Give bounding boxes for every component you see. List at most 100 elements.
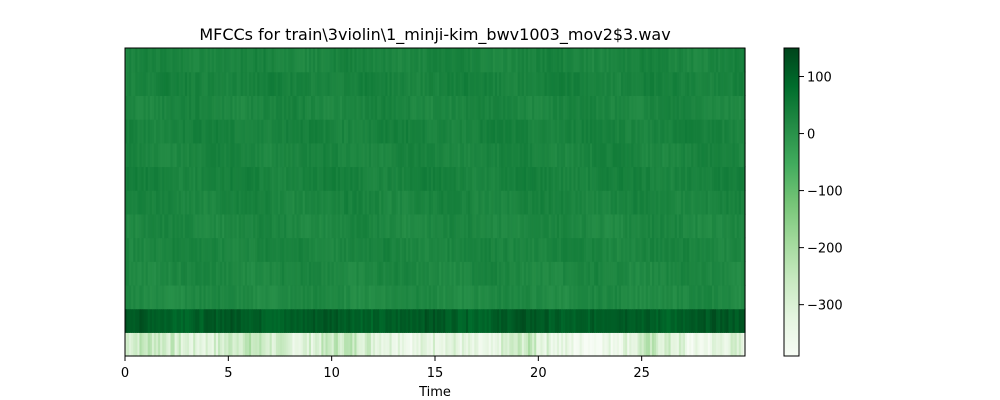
- heatmap-cell: [139, 332, 143, 357]
- heatmap-cell: [255, 71, 258, 96]
- heatmap-cell: [416, 332, 420, 357]
- heatmap-cells: [125, 48, 746, 357]
- heatmap-cell: [621, 142, 624, 168]
- heatmap-cell: [707, 261, 711, 286]
- heatmap-cell: [259, 119, 262, 144]
- heatmap-cell: [267, 284, 271, 310]
- heatmap-cell: [714, 332, 717, 357]
- heatmap-cell: [393, 95, 397, 120]
- heatmap-cell: [255, 95, 258, 120]
- heatmap-cell: [525, 142, 529, 168]
- heatmap-cell: [705, 166, 709, 191]
- heatmap-cell: [716, 308, 719, 333]
- heatmap-cell: [207, 48, 211, 73]
- heatmap-cell: [616, 190, 620, 215]
- heatmap-cell: [449, 308, 453, 333]
- heatmap-cell: [302, 190, 306, 215]
- heatmap-cell: [218, 284, 221, 310]
- heatmap-cell: [691, 332, 694, 357]
- heatmap-cell: [323, 95, 327, 120]
- heatmap-cell: [364, 261, 368, 286]
- heatmap-cell: [695, 190, 699, 215]
- heatmap-cell: [678, 332, 682, 357]
- heatmap-cell: [482, 71, 486, 96]
- heatmap-cell: [604, 71, 608, 96]
- heatmap-cell: [728, 308, 732, 333]
- heatmap-cell: [133, 142, 136, 168]
- heatmap-cell: [213, 332, 217, 357]
- heatmap-cell: [296, 213, 300, 239]
- heatmap-cell: [480, 166, 484, 191]
- heatmap-cell: [437, 48, 440, 73]
- heatmap-cell: [242, 237, 246, 262]
- heatmap-cell: [670, 213, 674, 239]
- heatmap-cell: [583, 119, 587, 144]
- heatmap-cell: [544, 332, 548, 357]
- heatmap-cell: [370, 308, 374, 333]
- heatmap-cell: [730, 71, 734, 96]
- heatmap-cell: [565, 48, 568, 73]
- heatmap-cell: [364, 213, 368, 239]
- heatmap-cell: [689, 308, 692, 333]
- heatmap-cell: [224, 284, 227, 310]
- heatmap-cell: [573, 332, 577, 357]
- heatmap-cell: [263, 190, 267, 215]
- heatmap-cell: [639, 332, 643, 357]
- heatmap-cell: [604, 308, 608, 333]
- heatmap-cell: [344, 119, 347, 144]
- heatmap-cell: [319, 261, 322, 286]
- heatmap-cell: [354, 95, 358, 120]
- heatmap-cell: [505, 261, 508, 286]
- heatmap-cell: [519, 142, 523, 168]
- heatmap-cell: [523, 190, 527, 215]
- heatmap-cell: [261, 95, 265, 120]
- heatmap-cell: [135, 213, 138, 239]
- heatmap-cell: [571, 213, 575, 239]
- heatmap-cell: [131, 95, 134, 120]
- heatmap-cell: [277, 237, 281, 262]
- heatmap-cell: [678, 142, 682, 168]
- heatmap-cell: [519, 213, 523, 239]
- heatmap-cell: [596, 261, 599, 286]
- heatmap-cell: [629, 261, 632, 286]
- heatmap-cell: [127, 119, 130, 144]
- heatmap-cell: [649, 213, 653, 239]
- heatmap-cell: [594, 166, 597, 191]
- heatmap-cell: [317, 332, 320, 357]
- heatmap-cell: [255, 142, 258, 168]
- heatmap-cell: [430, 261, 434, 286]
- heatmap-cell: [718, 213, 721, 239]
- heatmap-cell: [302, 95, 306, 120]
- heatmap-cell: [401, 237, 405, 262]
- heatmap-cell: [463, 190, 467, 215]
- heatmap-cell: [740, 48, 744, 73]
- heatmap-cell: [308, 166, 312, 191]
- heatmap-cell: [244, 332, 248, 357]
- heatmap-cell: [358, 71, 362, 96]
- heatmap-cell: [577, 71, 581, 96]
- heatmap-cell: [711, 261, 715, 286]
- heatmap-cell: [344, 48, 347, 73]
- heatmap-cell: [275, 261, 279, 286]
- heatmap-cell: [550, 213, 554, 239]
- heatmap-cell: [187, 48, 190, 73]
- heatmap-cell: [709, 213, 713, 239]
- heatmap-cell: [621, 190, 624, 215]
- heatmap-cell: [602, 284, 606, 310]
- heatmap-cell: [197, 190, 200, 215]
- heatmap-cell: [691, 166, 694, 191]
- heatmap-cell: [337, 284, 341, 310]
- heatmap-cell: [275, 284, 279, 310]
- heatmap-cell: [556, 261, 560, 286]
- heatmap-cell: [273, 95, 277, 120]
- heatmap-cell: [191, 261, 194, 286]
- heatmap-cell: [329, 95, 333, 120]
- heatmap-cell: [218, 95, 221, 120]
- heatmap-cell: [726, 142, 730, 168]
- heatmap-cell: [734, 119, 738, 144]
- heatmap-cell: [408, 332, 411, 357]
- heatmap-cell: [350, 308, 353, 333]
- heatmap-cell: [515, 48, 519, 73]
- heatmap-cell: [573, 261, 577, 286]
- heatmap-cell: [168, 332, 172, 357]
